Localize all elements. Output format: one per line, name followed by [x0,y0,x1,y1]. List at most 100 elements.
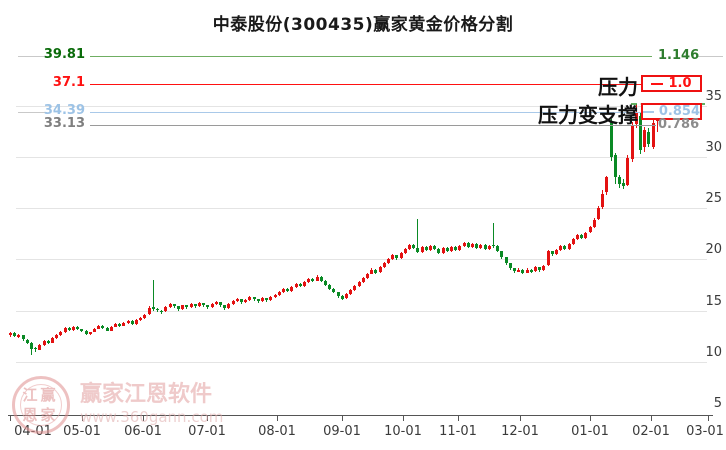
candle-body [467,243,470,247]
candle-body [353,286,356,290]
candle-body [139,318,142,320]
candle-body [643,130,646,147]
gridline-30 [16,157,707,158]
candle-body [337,292,340,296]
watermark-seal-icon: 江 赢 恩 家 [12,376,70,434]
candle-body [93,329,96,332]
candle-body [408,245,411,249]
candle-body [416,248,419,252]
level-right-stub [698,56,723,57]
candle-body [635,112,638,124]
candle-body [442,248,445,253]
ratio-box: 1.0 [641,75,702,92]
candle-body [479,245,482,248]
gridline-35 [16,106,707,107]
candle-wick [161,310,162,314]
candle-body [26,340,29,343]
candle-body [64,328,67,332]
level-line-39.81 [90,56,652,57]
candle-body [143,315,146,318]
candle-body [59,332,62,335]
candle-body [290,287,293,291]
candle-body [55,335,58,338]
candle-body [505,257,508,263]
candle-body [395,255,398,258]
candle-body [72,327,75,330]
y-axis-label: 35 [705,89,722,104]
candle-body [30,343,33,349]
candle-wick [258,299,259,303]
candle-body [299,284,302,286]
candle-body [22,335,25,339]
x-axis-tick [277,415,278,421]
candle-body [194,304,197,306]
seal-char: 赢 [40,386,56,404]
candle-body [492,245,495,246]
candle-body [521,270,524,273]
candle-body [211,304,214,307]
candle-wick [493,223,494,248]
candle-body [601,194,604,207]
x-axis-tick [520,415,521,421]
ratio-dash [643,110,654,113]
candle-body [265,298,268,300]
candle-body [164,307,167,311]
candle-body [605,177,608,192]
candle-body [362,278,365,282]
candle-body [534,267,537,271]
x-axis-tick [708,415,709,421]
level-annotation: 压力变支撑 [538,103,638,127]
candle-body [156,309,159,310]
candle-body [274,295,277,297]
candle-body [240,299,243,302]
candle-body [471,244,474,247]
ratio-dash [651,82,664,85]
candle-body [85,331,88,334]
y-axis-label: 20 [705,242,722,257]
candle-body [387,259,390,263]
level-line-34.39 [90,112,641,113]
candle-body [496,246,499,251]
candle-body [559,246,562,250]
x-axis-label: 10-01 [384,424,422,439]
candle-body [169,304,172,307]
seal-char: 江 [22,386,38,404]
x-axis-label: 11-01 [439,424,477,439]
candle-body [425,247,428,250]
candle-body [114,324,117,327]
candle-body [454,247,457,250]
candle-wick [157,308,158,312]
candle-body [450,247,453,251]
candle-body [269,297,272,300]
candle-body [328,285,331,289]
level-line-33.13 [90,125,656,126]
candle-body [253,297,256,299]
candle-body [286,289,289,291]
candle-body [34,348,37,349]
candle-wick [203,303,204,307]
x-axis-tick [207,415,208,421]
candle-body [374,270,377,273]
y-axis-label: 15 [705,294,722,309]
x-axis-tick [403,415,404,421]
candle-body [366,274,369,278]
candle-body [135,320,138,324]
candle-body [89,332,92,334]
candle-wick [153,280,154,311]
candle-body [563,246,566,249]
candle-body [463,243,466,246]
level-price-label: 37.1 [52,75,85,90]
candle-body [173,304,176,306]
candle-body [547,251,550,265]
candle-body [358,282,361,286]
candle-body [248,297,251,300]
candle-body [530,270,533,272]
level-left-stub [18,112,47,113]
candle-body [584,233,587,238]
candle-body [555,250,558,254]
candle-body [190,304,193,307]
candle-body [236,299,239,301]
candle-body [110,327,113,331]
candle-body [43,341,46,345]
